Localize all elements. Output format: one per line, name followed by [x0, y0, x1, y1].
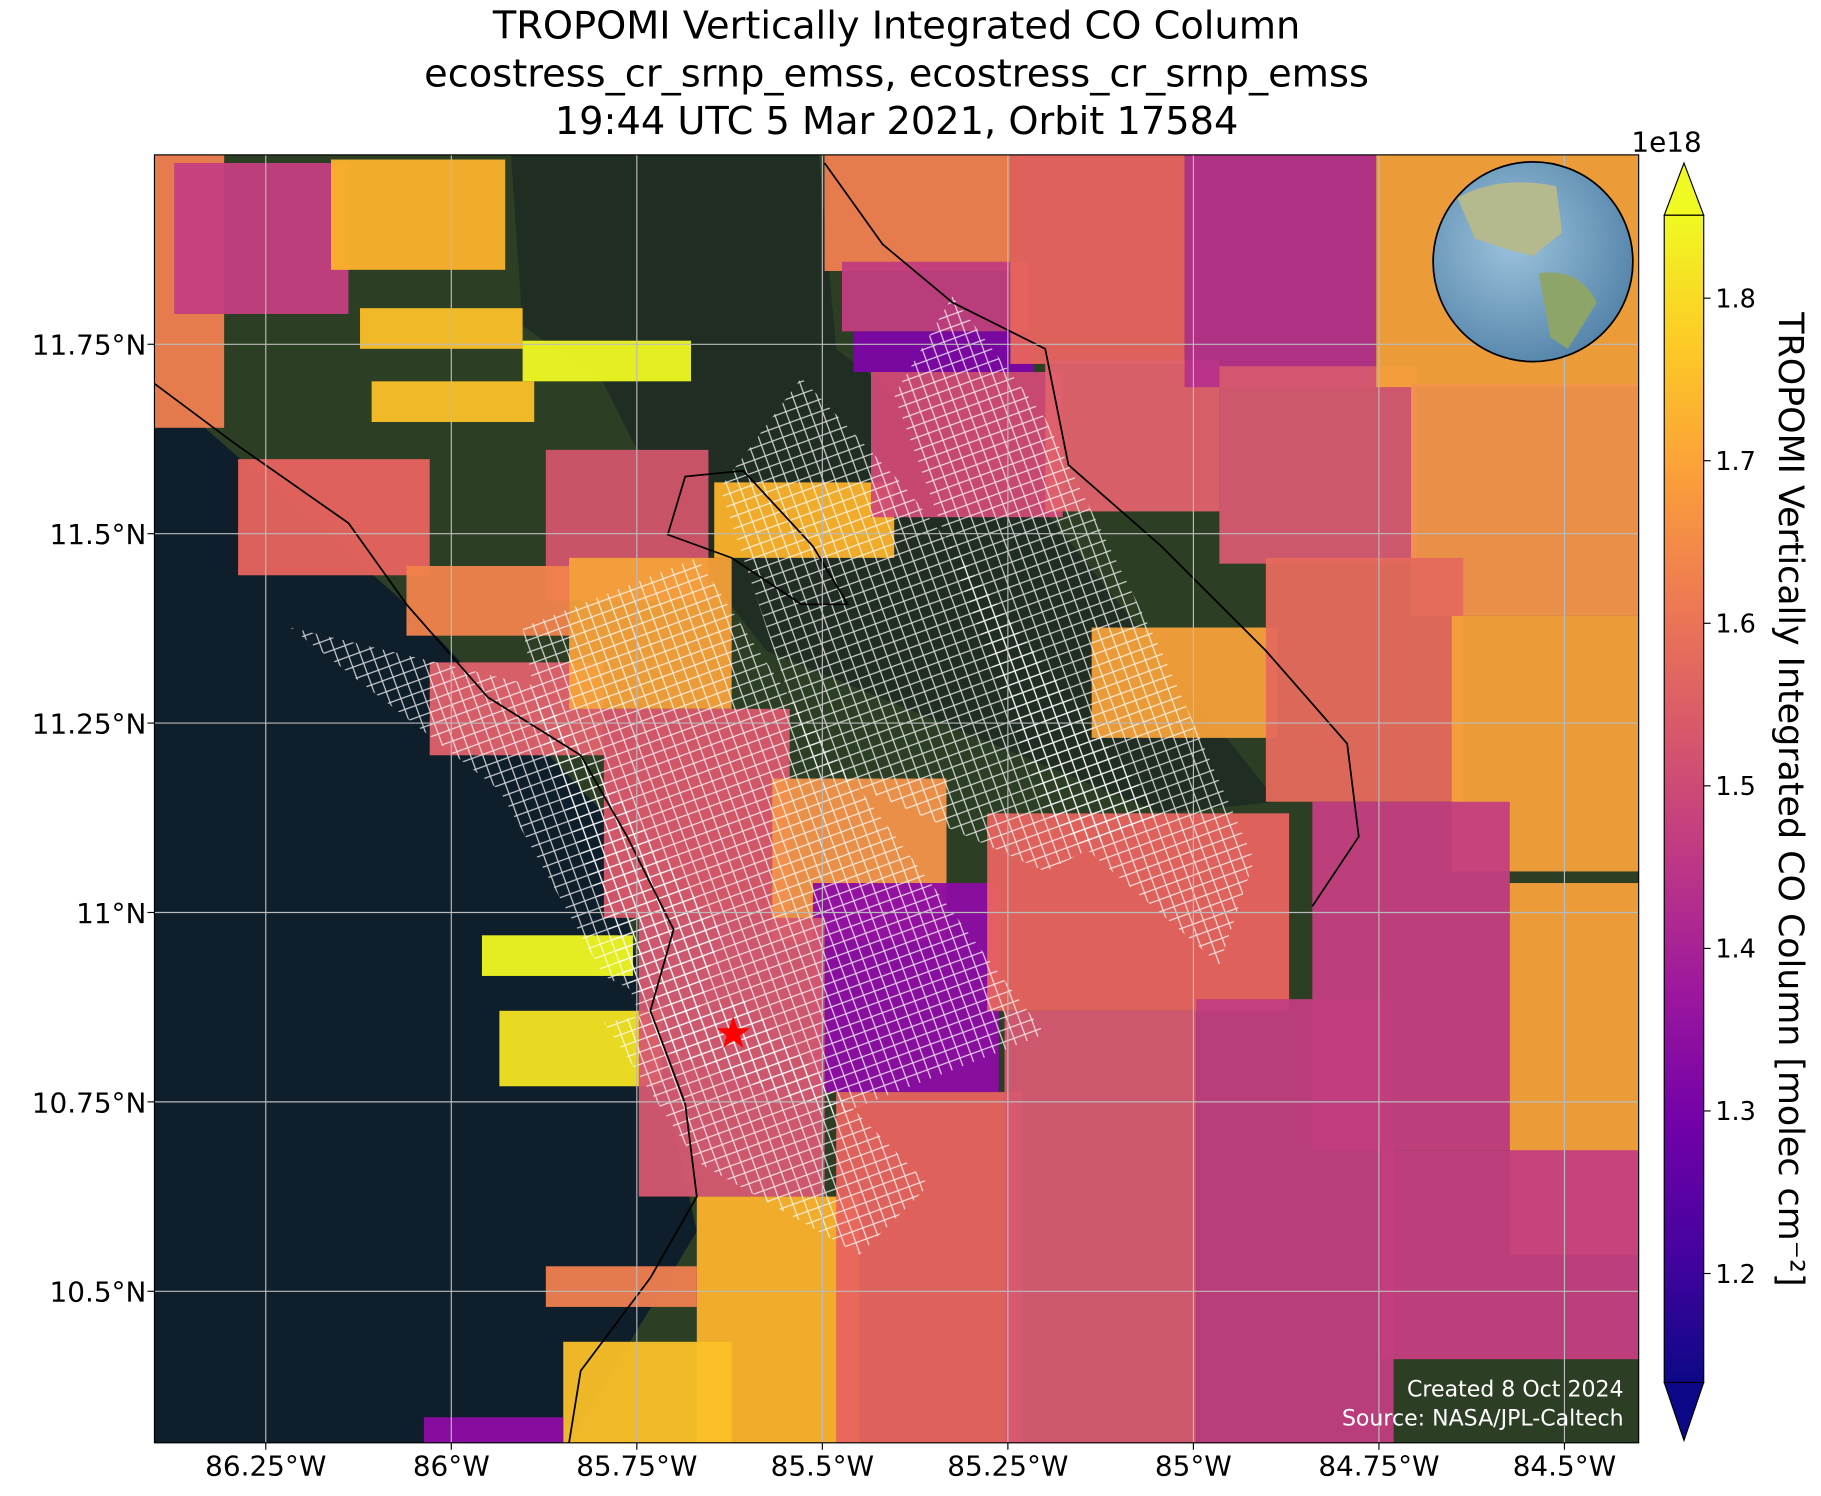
x-tick-label: 85.75°W — [576, 1449, 697, 1482]
x-tick-label: 85.25°W — [947, 1449, 1068, 1482]
swath-cell — [238, 459, 430, 576]
chart-title: TROPOMI Vertically Integrated CO Column — [492, 4, 1301, 49]
colorbar-tick-label: 1.8 — [1715, 284, 1756, 314]
colorbar-label: TROPOMI Vertically Integrated CO Column … — [1770, 311, 1810, 1286]
swath-cell — [1010, 154, 1185, 364]
footprint-mesh — [894, 296, 1255, 965]
x-tick-label: 84.5°W — [1513, 1449, 1617, 1482]
colorbar-scale — [1663, 214, 1705, 1384]
colorbar-tick-label: 1.5 — [1715, 772, 1756, 802]
x-tick-label: 86°W — [413, 1449, 490, 1482]
x-tick-label: 84.75°W — [1318, 1449, 1439, 1482]
footprint-mesh — [603, 999, 930, 1255]
y-tick-label: 10.75°N — [32, 1086, 147, 1119]
map — [154, 154, 1639, 1443]
x-tick-label: 86.25°W — [205, 1449, 326, 1482]
y-tick-label: 11.75°N — [32, 329, 147, 362]
swath-cell — [360, 308, 523, 349]
y-tick-label: 10.5°N — [50, 1276, 147, 1309]
axes: 86.25°W 86°W 85.75°W 85.5°W 85.25°W 85°W 84.75… — [32, 329, 1616, 1483]
globe-land — [1457, 182, 1563, 256]
x-tick-label: 85.5°W — [771, 1449, 875, 1482]
swath-cell — [563, 1341, 732, 1443]
swath-cell — [1004, 1010, 1197, 1443]
colorbar-tick-label: 1.7 — [1715, 447, 1756, 477]
colorbar-tick-label: 1.3 — [1715, 1097, 1756, 1127]
coastline — [823, 162, 1360, 907]
x-tick-label: 85°W — [1155, 1449, 1232, 1482]
y-tick-label: 11.5°N — [50, 518, 147, 551]
colorbar: 1.2 1.3 1.4 1.5 1.6 1.7 1.8 1e18 TROPOMI Vertica… — [1631, 125, 1810, 1443]
y-tick-label: 11°N — [76, 897, 146, 930]
footer-text: Created 8 Oct 2024 — [1407, 1377, 1624, 1402]
colorbar-tick-label: 1.2 — [1715, 1260, 1756, 1290]
site-marker — [716, 1016, 750, 1048]
swath-cell — [1219, 366, 1417, 564]
inset-globe — [1432, 160, 1634, 363]
colorbar-extend-min — [1663, 1381, 1705, 1443]
footer-text: Source: NASA/JPL-Caltech — [1342, 1406, 1624, 1431]
swath-cell — [174, 163, 349, 314]
swath-cell — [1184, 154, 1377, 388]
footprint-mesh — [522, 557, 1046, 1116]
swath-cell — [1196, 999, 1394, 1443]
swath-cell — [423, 1417, 564, 1443]
swath-cell — [1382, 1150, 1639, 1360]
colorbar-offset: 1e18 — [1631, 125, 1701, 158]
swath-cell — [1265, 557, 1464, 802]
map-frame — [153, 154, 1640, 1444]
coastline — [154, 382, 698, 1443]
chart-title: 19:44 UTC 5 Mar 2021, Orbit 17584 — [555, 99, 1239, 144]
swath-cell — [371, 381, 535, 422]
chart-title: ecostress_cr_srnp_emss, ecostress_cr_srn… — [424, 51, 1369, 96]
swath-cell — [824, 154, 1011, 272]
swath-cell — [545, 1266, 697, 1307]
swath-cell — [522, 340, 692, 382]
ecostress-footprints — [290, 296, 1255, 1255]
swath-cell — [330, 159, 506, 270]
colorbar-tick-label: 1.4 — [1715, 935, 1756, 965]
globe-land — [1538, 272, 1597, 349]
lake-shore — [666, 469, 850, 606]
grid — [154, 154, 1639, 1443]
swath-cell — [841, 261, 1028, 332]
colorbar-extend-max — [1663, 161, 1705, 216]
titles: TROPOMI Vertically Integrated CO Columne… — [424, 4, 1369, 144]
y-tick-label: 11.25°N — [32, 708, 147, 741]
colorbar-tick-label: 1.6 — [1715, 610, 1756, 640]
